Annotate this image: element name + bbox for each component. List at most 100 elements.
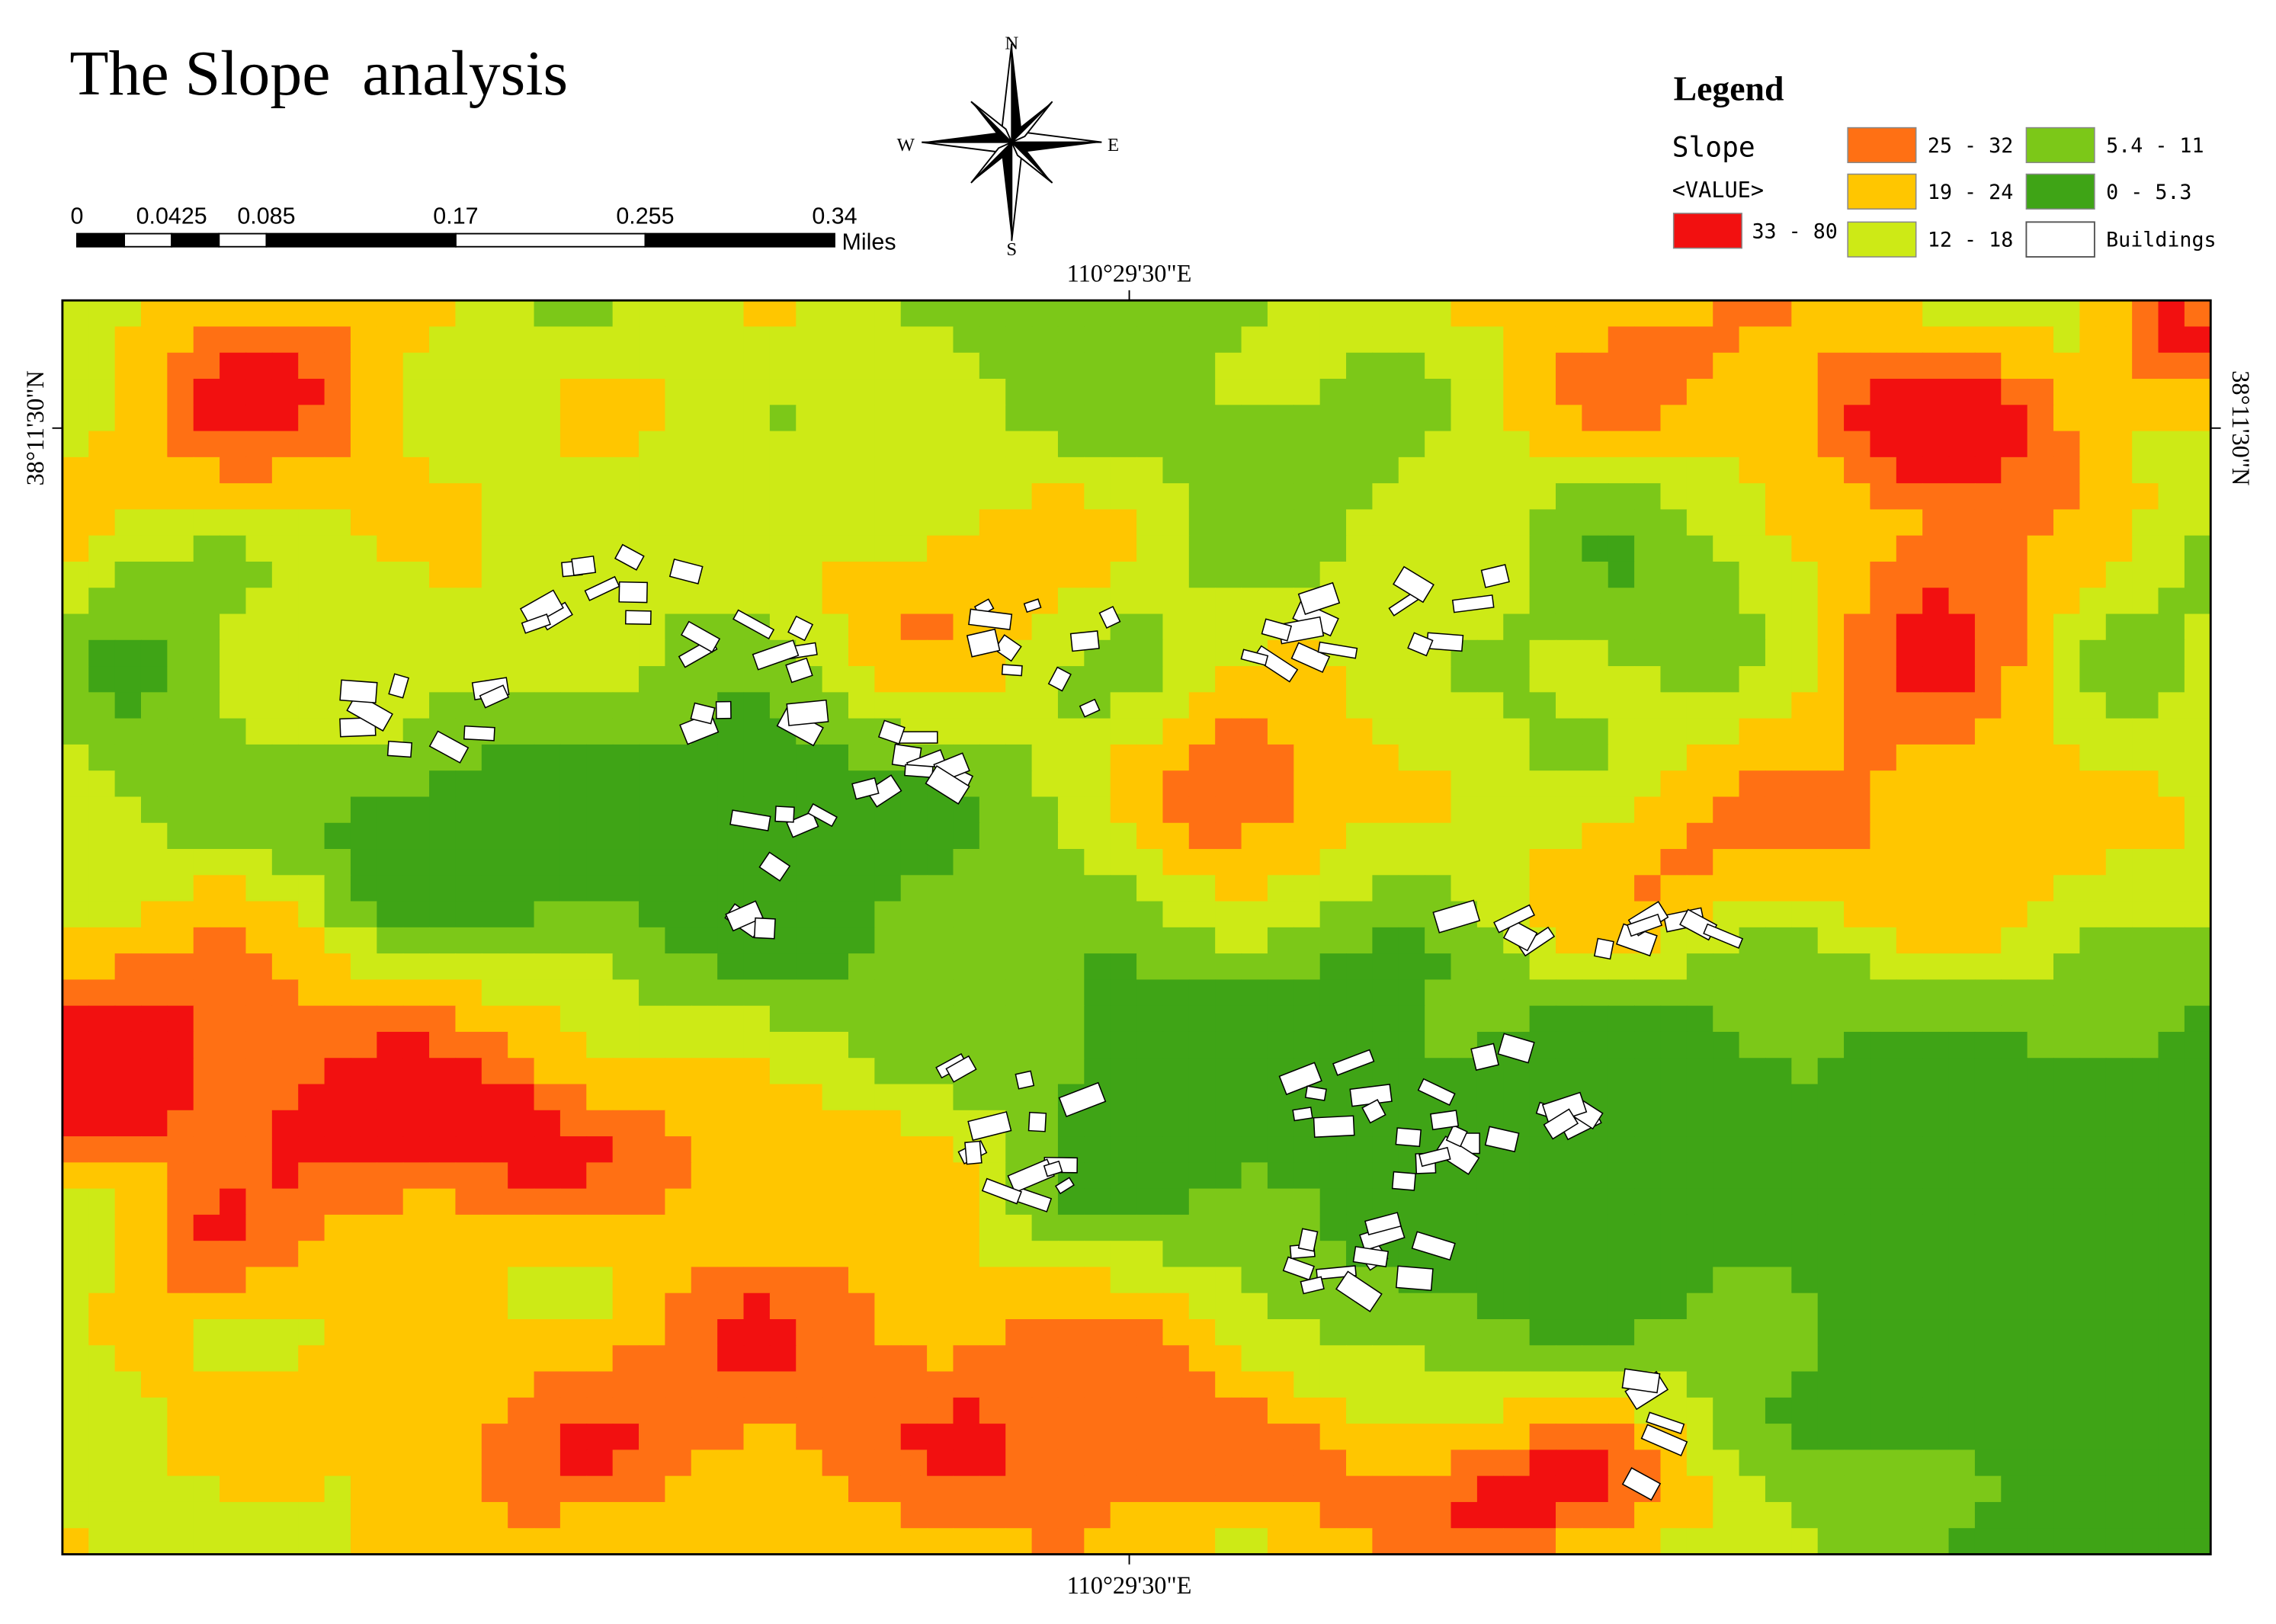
raster-cell [979,692,1006,719]
raster-cell [979,535,1006,562]
raster-cell [1555,849,1583,876]
raster-cell [1503,639,1531,667]
raster-cell [743,1188,771,1216]
raster-cell [639,1110,666,1137]
raster-cell [874,1319,902,1347]
raster-cell [62,1345,90,1373]
raster-cell [167,1005,194,1033]
raster-cell [1162,588,1190,615]
raster-cell [1136,875,1164,902]
raster-cell [140,1424,168,1451]
raster-cell [874,849,902,876]
raster-cell [193,979,220,1007]
raster-cell [1555,300,1583,328]
raster-cell [2053,822,2081,850]
raster-cell [1686,1319,1713,1347]
raster-cell [848,1449,876,1477]
raster-cell [691,979,718,1007]
raster-cell [140,927,168,954]
building [1054,1177,1075,1195]
raster-cell [1451,1319,1478,1347]
raster-cell [167,1162,194,1190]
raster-cell [220,1110,247,1137]
raster-cell [1188,483,1216,511]
raster-cell [2079,431,2107,458]
raster-cell [1057,1267,1085,1294]
raster-cell [953,1345,980,1373]
raster-cell [559,1475,588,1503]
raster-cell [1215,561,1242,589]
raster-cell [874,1345,902,1373]
raster-cell [455,1345,482,1373]
raster-cell [586,483,614,511]
raster-cell [88,1188,116,1216]
raster-cell [245,796,273,824]
raster-cell [324,1449,351,1477]
raster-cell [88,849,116,876]
raster-cell [1844,456,1871,484]
scale-segment [75,232,126,248]
raster-cell [508,1110,535,1137]
raster-cell [796,1136,823,1164]
raster-cell [612,1110,640,1137]
raster-cell [1817,1084,1845,1111]
raster-cell [1084,326,1111,354]
raster-cell [1372,927,1399,954]
raster-cell [1974,796,2002,824]
raster-cell [612,1005,640,1033]
raster-cell [665,901,692,928]
raster-cell [2053,300,2081,328]
raster-cell [1529,953,1556,981]
raster-cell [1686,405,1713,432]
raster-cell [1476,1475,1505,1503]
raster-cell [271,1475,299,1503]
raster-cell [1686,1136,1713,1164]
raster-cell [114,953,142,981]
raster-cell [1974,1136,2002,1164]
raster-cell [377,535,404,562]
raster-cell [62,588,90,615]
raster-cell [1476,875,1505,902]
raster-cell [1476,822,1505,850]
raster-cell [1476,352,1505,380]
raster-cell [1476,405,1505,432]
raster-cell [1686,535,1713,562]
raster-cell [586,1319,614,1347]
raster-cell [2053,1292,2081,1320]
raster-cell [2158,875,2185,902]
raster-cell [324,1397,351,1424]
raster-cell [1582,718,1609,745]
raster-cell [1634,1528,1662,1555]
raster-cell [586,1449,614,1477]
raster-cell [1031,326,1059,354]
raster-cell [2105,1058,2133,1085]
raster-cell [1031,770,1059,798]
raster-cell [900,666,928,693]
raster-cell [167,1136,194,1164]
raster-cell [848,1371,876,1398]
raster-cell [1425,1501,1452,1529]
raster-cell [1870,718,1897,745]
raster-cell [1870,561,1897,589]
raster-cell [1765,1162,1793,1190]
raster-cell [1346,300,1374,328]
raster-cell [1870,1475,1897,1503]
raster-cell [1555,927,1583,954]
raster-cell [167,901,194,928]
raster-cell [1372,901,1399,928]
raster-cell [2027,1136,2054,1164]
raster-cell [140,483,168,511]
raster-cell [1582,405,1609,432]
raster-cell [1267,483,1295,511]
raster-cell [402,1241,430,1268]
raster-cell [1608,561,1635,589]
raster-cell [1005,1241,1033,1268]
raster-cell [2079,796,2107,824]
raster-cell [1503,1397,1531,1424]
raster-cell [534,483,561,511]
raster-cell [743,483,771,511]
raster-cell [534,1292,561,1320]
raster-cell [1686,1449,1713,1477]
raster-cell [1372,1371,1399,1398]
raster-cell [1503,1267,1531,1294]
